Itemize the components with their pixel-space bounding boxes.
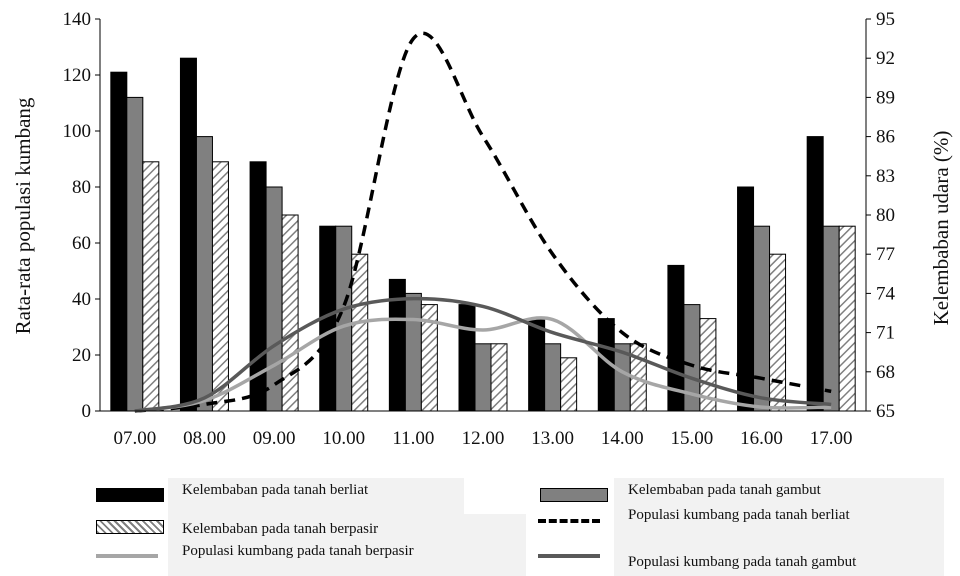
y2-tick-label: 68 [876,362,895,383]
legend-label-gambut-bar: Kelembaban pada tanah gambut [628,482,821,498]
y2-tick-label: 71 [876,323,895,344]
x-tick-label: 17.00 [810,428,853,449]
bar-1-12.00 [458,304,476,412]
legend-background [168,478,464,514]
axes-layer: 0 20 40 60 80 100 120 140 65 68 71 74 77 80 83 86 89 92 95… [63,9,896,449]
y-tick-label: 120 [63,65,92,86]
x-tick-label: 10.00 [322,428,365,449]
y2-tick-label: 92 [876,48,895,69]
legend-label-gambut-line: Populasi kumbang pada tanah gambut [628,554,857,570]
legend-swatch-berpasir-bar [96,520,164,534]
legend-swatch-berliat-bar [96,488,164,502]
bar-1-07.00 [110,71,128,412]
line-series-2 [134,316,832,413]
x-tick-label: 16.00 [740,428,783,449]
y-tick-label: 40 [72,289,91,310]
legend-background [614,478,944,514]
combo-chart: 0 20 40 60 80 100 120 140 65 68 71 74 77 80 83 86 89 92 95… [11,9,953,449]
bar-1-08.00 [179,57,197,412]
x-tick-label: 12.00 [462,428,505,449]
line-series-1 [134,31,832,413]
legend-swatch-berliat-line [538,519,600,523]
legend-background [614,514,944,576]
x-tick-label: 09.00 [253,428,296,449]
y-tick-label: 140 [63,9,92,30]
y-tick-label: 20 [72,345,91,366]
bar-2-12.00 [474,343,492,412]
bar-2-09.00 [265,186,283,412]
x-tick-label: 07.00 [113,428,156,449]
line-series-3 [134,296,832,413]
legend-swatch-gambut-line [538,554,600,558]
legend-label-berliat-line: Populasi kumbang pada tanah berliat [628,507,850,523]
y-tick-label: 60 [72,233,91,254]
y2-tick-label: 80 [876,205,895,226]
bar-3-08.00 [211,161,229,412]
x-tick-label: 14.00 [601,428,644,449]
legend-swatch-gambut-bar [540,488,608,502]
y2-tick-label: 89 [876,87,895,108]
bars-layer [110,57,856,412]
y2-tick-label: 65 [876,401,895,422]
y2-tick-label: 74 [876,283,896,304]
bar-2-07.00 [126,96,144,412]
bar-3-16.00 [769,253,787,412]
bar-2-16.00 [753,225,771,412]
bar-3-10.00 [351,253,369,412]
y2-tick-label: 86 [876,127,895,148]
y2-tick-label: 77 [876,244,895,265]
bar-2-11.00 [404,292,422,412]
x-tick-label: 15.00 [671,428,714,449]
x-tick-label: 13.00 [531,428,574,449]
lines-layer [134,31,832,413]
bar-3-13.00 [560,357,578,412]
y2-axis-label: Kelembaban udara (%) [929,131,953,326]
bar-2-08.00 [195,136,213,412]
bar-3-09.00 [281,214,299,412]
legend-label-berpasir-bar: Kelembaban pada tanah berpasir [182,521,379,537]
y-tick-label: 80 [72,177,91,198]
y-tick-label: 0 [82,401,92,422]
legend-label-berliat-bar: Kelembaban pada tanah berliat [182,482,369,498]
bar-3-07.00 [142,161,160,412]
legend-label-berpasir-line: Populasi kumbang pada tanah berpasir [182,543,414,559]
y-tick-label: 100 [63,121,92,142]
x-tick-label: 11.00 [392,428,434,449]
y-axis-label: Rata-rata populasi kumbang [11,97,35,334]
y2-tick-label: 95 [876,9,895,30]
bar-2-13.00 [544,343,562,412]
bar-3-17.00 [838,225,856,412]
bar-1-13.00 [528,318,546,412]
bar-3-12.00 [490,343,508,412]
y2-tick-label: 83 [876,166,895,187]
bar-1-17.00 [806,136,824,412]
legend-background [168,514,526,576]
legend-swatch-berpasir-line [96,554,158,558]
x-tick-label: 08.00 [183,428,226,449]
bar-2-17.00 [822,225,840,412]
